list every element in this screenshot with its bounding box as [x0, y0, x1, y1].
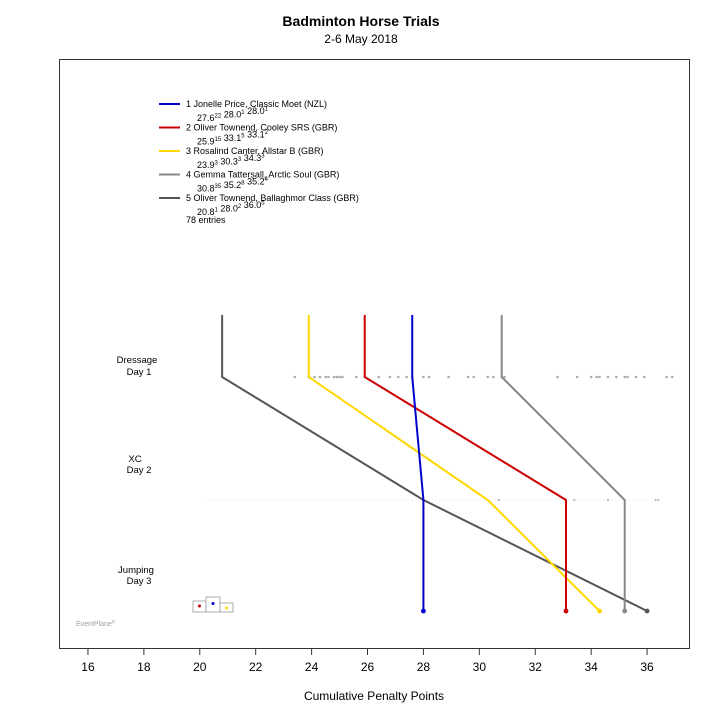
x-tick-label-36: 36 — [640, 660, 654, 674]
field-dot-dressage — [335, 375, 339, 379]
series-line-3 — [307, 315, 601, 612]
field-dot-dressage — [472, 375, 476, 379]
series-end-point-5 — [644, 608, 650, 614]
legend-entry-5: 5 Oliver Townend, Ballaghmor Class (GBR) — [186, 193, 359, 203]
chart-title: Badminton Horse Trials — [282, 13, 439, 29]
stage-labels: Dressage Day 1 XC Day 2 Jumping Day 3 — [117, 355, 158, 587]
field-dot-dressage — [598, 375, 601, 379]
field-dot-xc — [654, 498, 657, 502]
field-dot-dressage — [422, 375, 425, 379]
legend-scores-5: 20.81 28.02 36.05 — [197, 200, 265, 217]
chart-subtitle: 2-6 May 2018 — [324, 32, 398, 46]
field-dot-xc — [573, 498, 576, 502]
field-dot-dressage — [503, 375, 506, 379]
podium-dot-2 — [198, 604, 201, 608]
stage-label-xc: XC — [128, 454, 141, 465]
field-dot-dressage — [466, 375, 470, 379]
field-dot-dressage — [626, 375, 629, 379]
stage-sublabel-xc: Day 2 — [127, 465, 152, 476]
field-dot-dressage — [327, 375, 330, 379]
x-tick-label-32: 32 — [529, 660, 543, 674]
field-dot-xc — [657, 498, 660, 502]
podium-dot-3 — [225, 606, 228, 610]
x-tick-label-26: 26 — [361, 660, 375, 674]
x-tick-label-22: 22 — [249, 660, 263, 674]
legend: 1 Jonelle Price, Classic Moet (NZL)27.62… — [159, 99, 359, 225]
field-dot-dressage — [665, 375, 668, 379]
plot-frame — [59, 59, 690, 649]
stage-sublabel-jumping: Day 3 — [127, 576, 152, 587]
series-end-point-3 — [597, 608, 602, 614]
legend-scores-3: 23.93 30.33 34.33 — [197, 153, 265, 170]
series-line-5 — [221, 315, 648, 612]
series-end-point-2 — [563, 608, 569, 614]
field-dot-dressage — [341, 375, 344, 379]
x-tick-label-20: 20 — [193, 660, 207, 674]
legend-entry-2: 2 Oliver Townend, Cooley SRS (GBR) — [186, 123, 337, 133]
x-axis: 16 18 20 22 24 26 28 30 32 34 36 — [81, 648, 654, 674]
x-axis-label: Cumulative Penalty Points — [304, 689, 444, 703]
series-line-4 — [500, 315, 626, 611]
x-tick-label-24: 24 — [305, 660, 319, 674]
field-dot-dressage — [377, 375, 380, 379]
field-dot-dressage — [405, 375, 408, 379]
field-dot-dressage — [575, 375, 579, 379]
field-dot-dressage — [318, 375, 322, 379]
field-dot-dressage — [486, 375, 490, 379]
stage-label-jumping: Jumping — [118, 565, 154, 576]
stage-label-dressage: Dressage — [117, 355, 158, 366]
series-end-point-4 — [622, 608, 628, 614]
field-dot-dressage — [556, 375, 559, 379]
field-dot-dressage — [642, 375, 646, 379]
field-dot-dressage — [670, 375, 674, 379]
x-tick-label-16: 16 — [81, 660, 95, 674]
legend-scores-4: 30.835 35.28 35.24 — [197, 177, 269, 194]
podium-dot-1 — [211, 602, 215, 605]
field-dot-dressage — [589, 375, 593, 379]
field-dot-dressage — [447, 375, 450, 379]
field-dot-dressage — [396, 375, 400, 379]
series-line-2 — [363, 315, 567, 611]
field-dot-dressage — [606, 375, 610, 379]
podium-icon — [192, 596, 234, 613]
series-lines — [221, 315, 648, 612]
field-dot-dressage — [324, 375, 327, 379]
x-tick-label-18: 18 — [137, 660, 151, 674]
field-dot-xc — [606, 498, 610, 502]
legend-entry-3: 3 Rosalind Canter, Allstar B (GBR) — [186, 146, 324, 156]
field-dot-dressage — [634, 375, 638, 379]
series-end-point-1 — [421, 608, 426, 614]
series-line-1 — [411, 315, 425, 611]
field-dot-dressage — [388, 375, 392, 379]
x-tick-label-30: 30 — [473, 660, 487, 674]
field-dot-dressage — [623, 375, 627, 379]
x-tick-label-28: 28 — [417, 660, 431, 674]
legend-scores-2: 25.915 33.15 33.12 — [197, 130, 269, 147]
legend-entry-4: 4 Gemma Tattersall, Arctic Soul (GBR) — [186, 170, 339, 180]
field-dot-dressage — [338, 375, 341, 379]
field-dot-dressage — [355, 375, 358, 379]
legend-scores-1: 27.622 28.01 28.01 — [197, 106, 269, 123]
series-points — [421, 608, 650, 614]
field-dot-dressage — [492, 375, 495, 379]
field-dot-xc — [497, 498, 501, 502]
field-dot-dressage — [595, 375, 599, 379]
field-dot-dressage — [332, 375, 336, 379]
legend-entry-1: 1 Jonelle Price, Classic Moet (NZL) — [186, 99, 327, 109]
x-tick-label-34: 34 — [584, 660, 598, 674]
brand-watermark: EventPlaneR — [76, 620, 116, 629]
legend-entries-count: 78 entries — [186, 215, 226, 225]
field-dot-dressage — [615, 375, 618, 379]
stage-sublabel-dressage: Day 1 — [127, 367, 152, 378]
field-dot-dressage — [293, 375, 297, 379]
field-dot-dressage — [313, 375, 316, 379]
field-scores — [207, 375, 674, 502]
field-dot-dressage — [427, 375, 431, 379]
